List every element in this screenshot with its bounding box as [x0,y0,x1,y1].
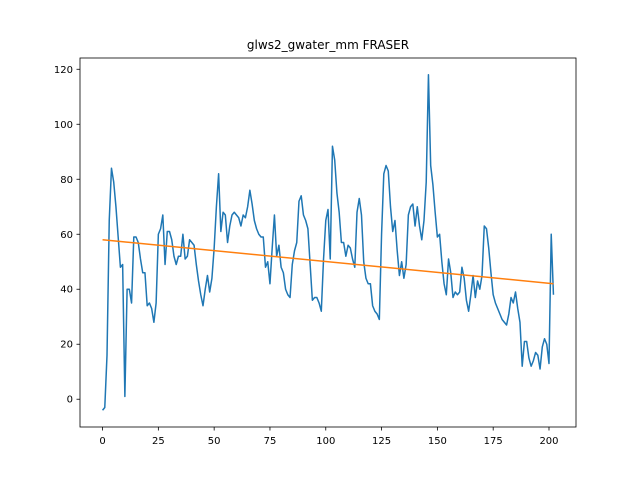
data-line [102,239,554,285]
x-tick-label: 75 [264,436,277,447]
y-tick-label: 40 [60,285,73,296]
x-tick-label: 100 [316,436,335,447]
x-tick-label: 125 [372,436,391,447]
x-tick-label: 50 [208,436,221,447]
y-tick-label: 100 [54,120,73,131]
y-tick-label: 0 [67,395,73,406]
data-line [101,74,555,411]
y-tick-label: 60 [60,230,73,241]
x-tick-label: 0 [99,436,105,447]
y-tick-label: 20 [60,340,73,351]
x-tick-label: 25 [152,436,165,447]
y-tick-label: 120 [54,65,73,76]
y-tick-label: 80 [60,175,73,186]
x-tick-label: 150 [428,436,447,447]
plot-frame [79,57,577,428]
x-tick-label: 200 [539,436,558,447]
x-tick-label: 175 [484,436,503,447]
chart-title: glws2_gwater_mm FRASER [247,38,409,52]
